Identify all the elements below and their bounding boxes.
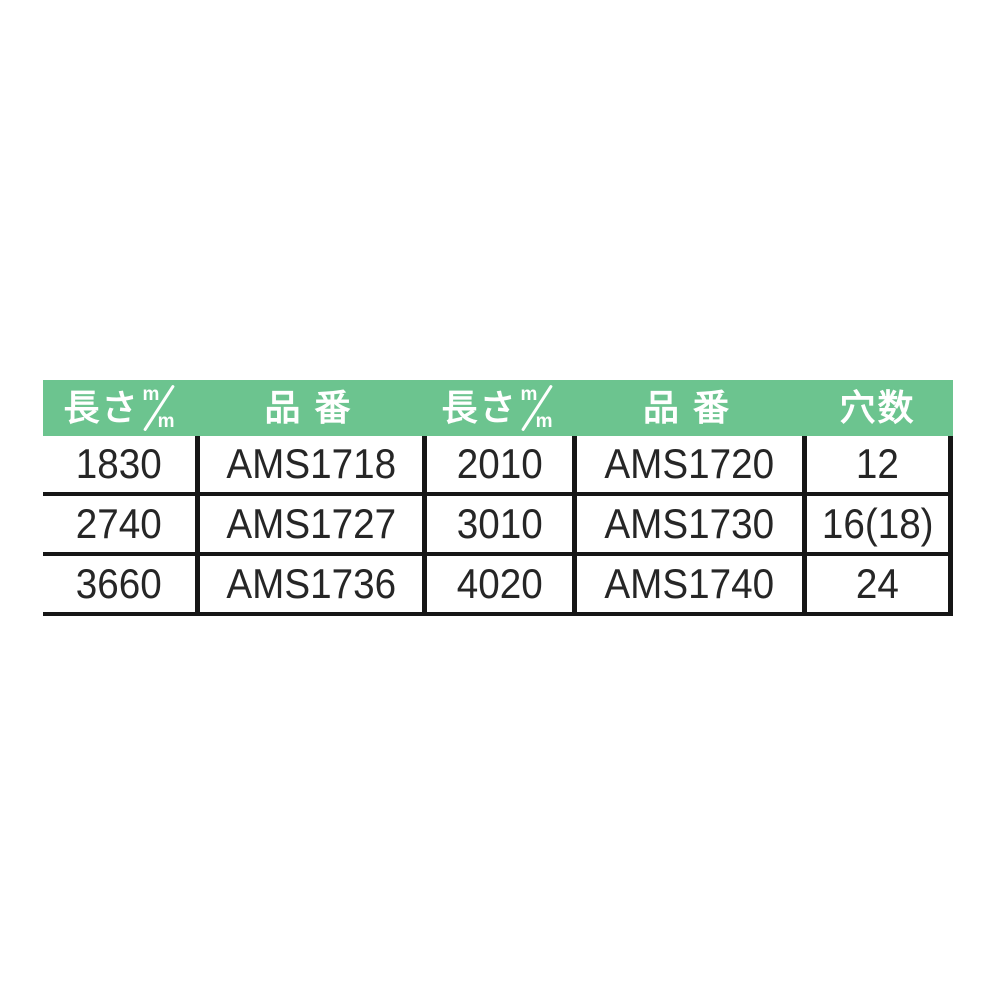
cell-length-2: 2010 [422,436,572,492]
header-length-mm-1: 長さ m m [43,380,195,436]
cell-length-1: 2740 [76,500,162,547]
header-part-number-1: 品 番 [264,387,353,428]
mm-unit-bottom-2: m [535,411,553,432]
cell-part-number-1: AMS1718 [195,436,422,492]
header-hole-count: 穴数 [839,387,916,428]
cell-hole-count: 16(18) [802,496,953,552]
header-part-number-2: 品 番 [642,387,731,428]
cell-part-number-2: AMS1740 [572,556,802,612]
cell-hole-count: 24 [802,556,953,612]
header-length-label-1: 長さ [63,387,140,428]
cell-part-number-2: AMS1730 [572,496,802,552]
cell-part-number-2: AMS1720 [572,436,802,492]
table-header-row: 長さ m m 品 番 長さ m m 品 番 穴数 [43,380,953,436]
mm-unit-top-2: m [520,384,538,405]
header-length-label-2: 長さ [441,387,518,428]
table-row-3: 3660 AMS1736 4020 AMS1740 24 [43,556,953,616]
cell-hole-count: 12 [802,436,953,492]
cell-length-1: 1830 [76,440,162,487]
cell-length-2: 3010 [422,496,572,552]
cell-length-2: 4020 [422,556,572,612]
table-row-1: 1830 AMS1718 2010 AMS1720 12 [43,436,953,496]
product-spec-table: 長さ m m 品 番 長さ m m 品 番 穴数 1830 AMS1718 2010 A… [43,380,953,616]
cell-length-1: 3660 [76,560,162,607]
mm-unit-top-1: m [142,384,160,405]
mm-unit-bottom-1: m [157,411,175,432]
cell-part-number-1: AMS1736 [195,556,422,612]
header-length-mm-2: 長さ m m [422,380,572,436]
cell-part-number-1: AMS1727 [195,496,422,552]
table-row-2: 2740 AMS1727 3010 AMS1730 16(18) [43,496,953,556]
